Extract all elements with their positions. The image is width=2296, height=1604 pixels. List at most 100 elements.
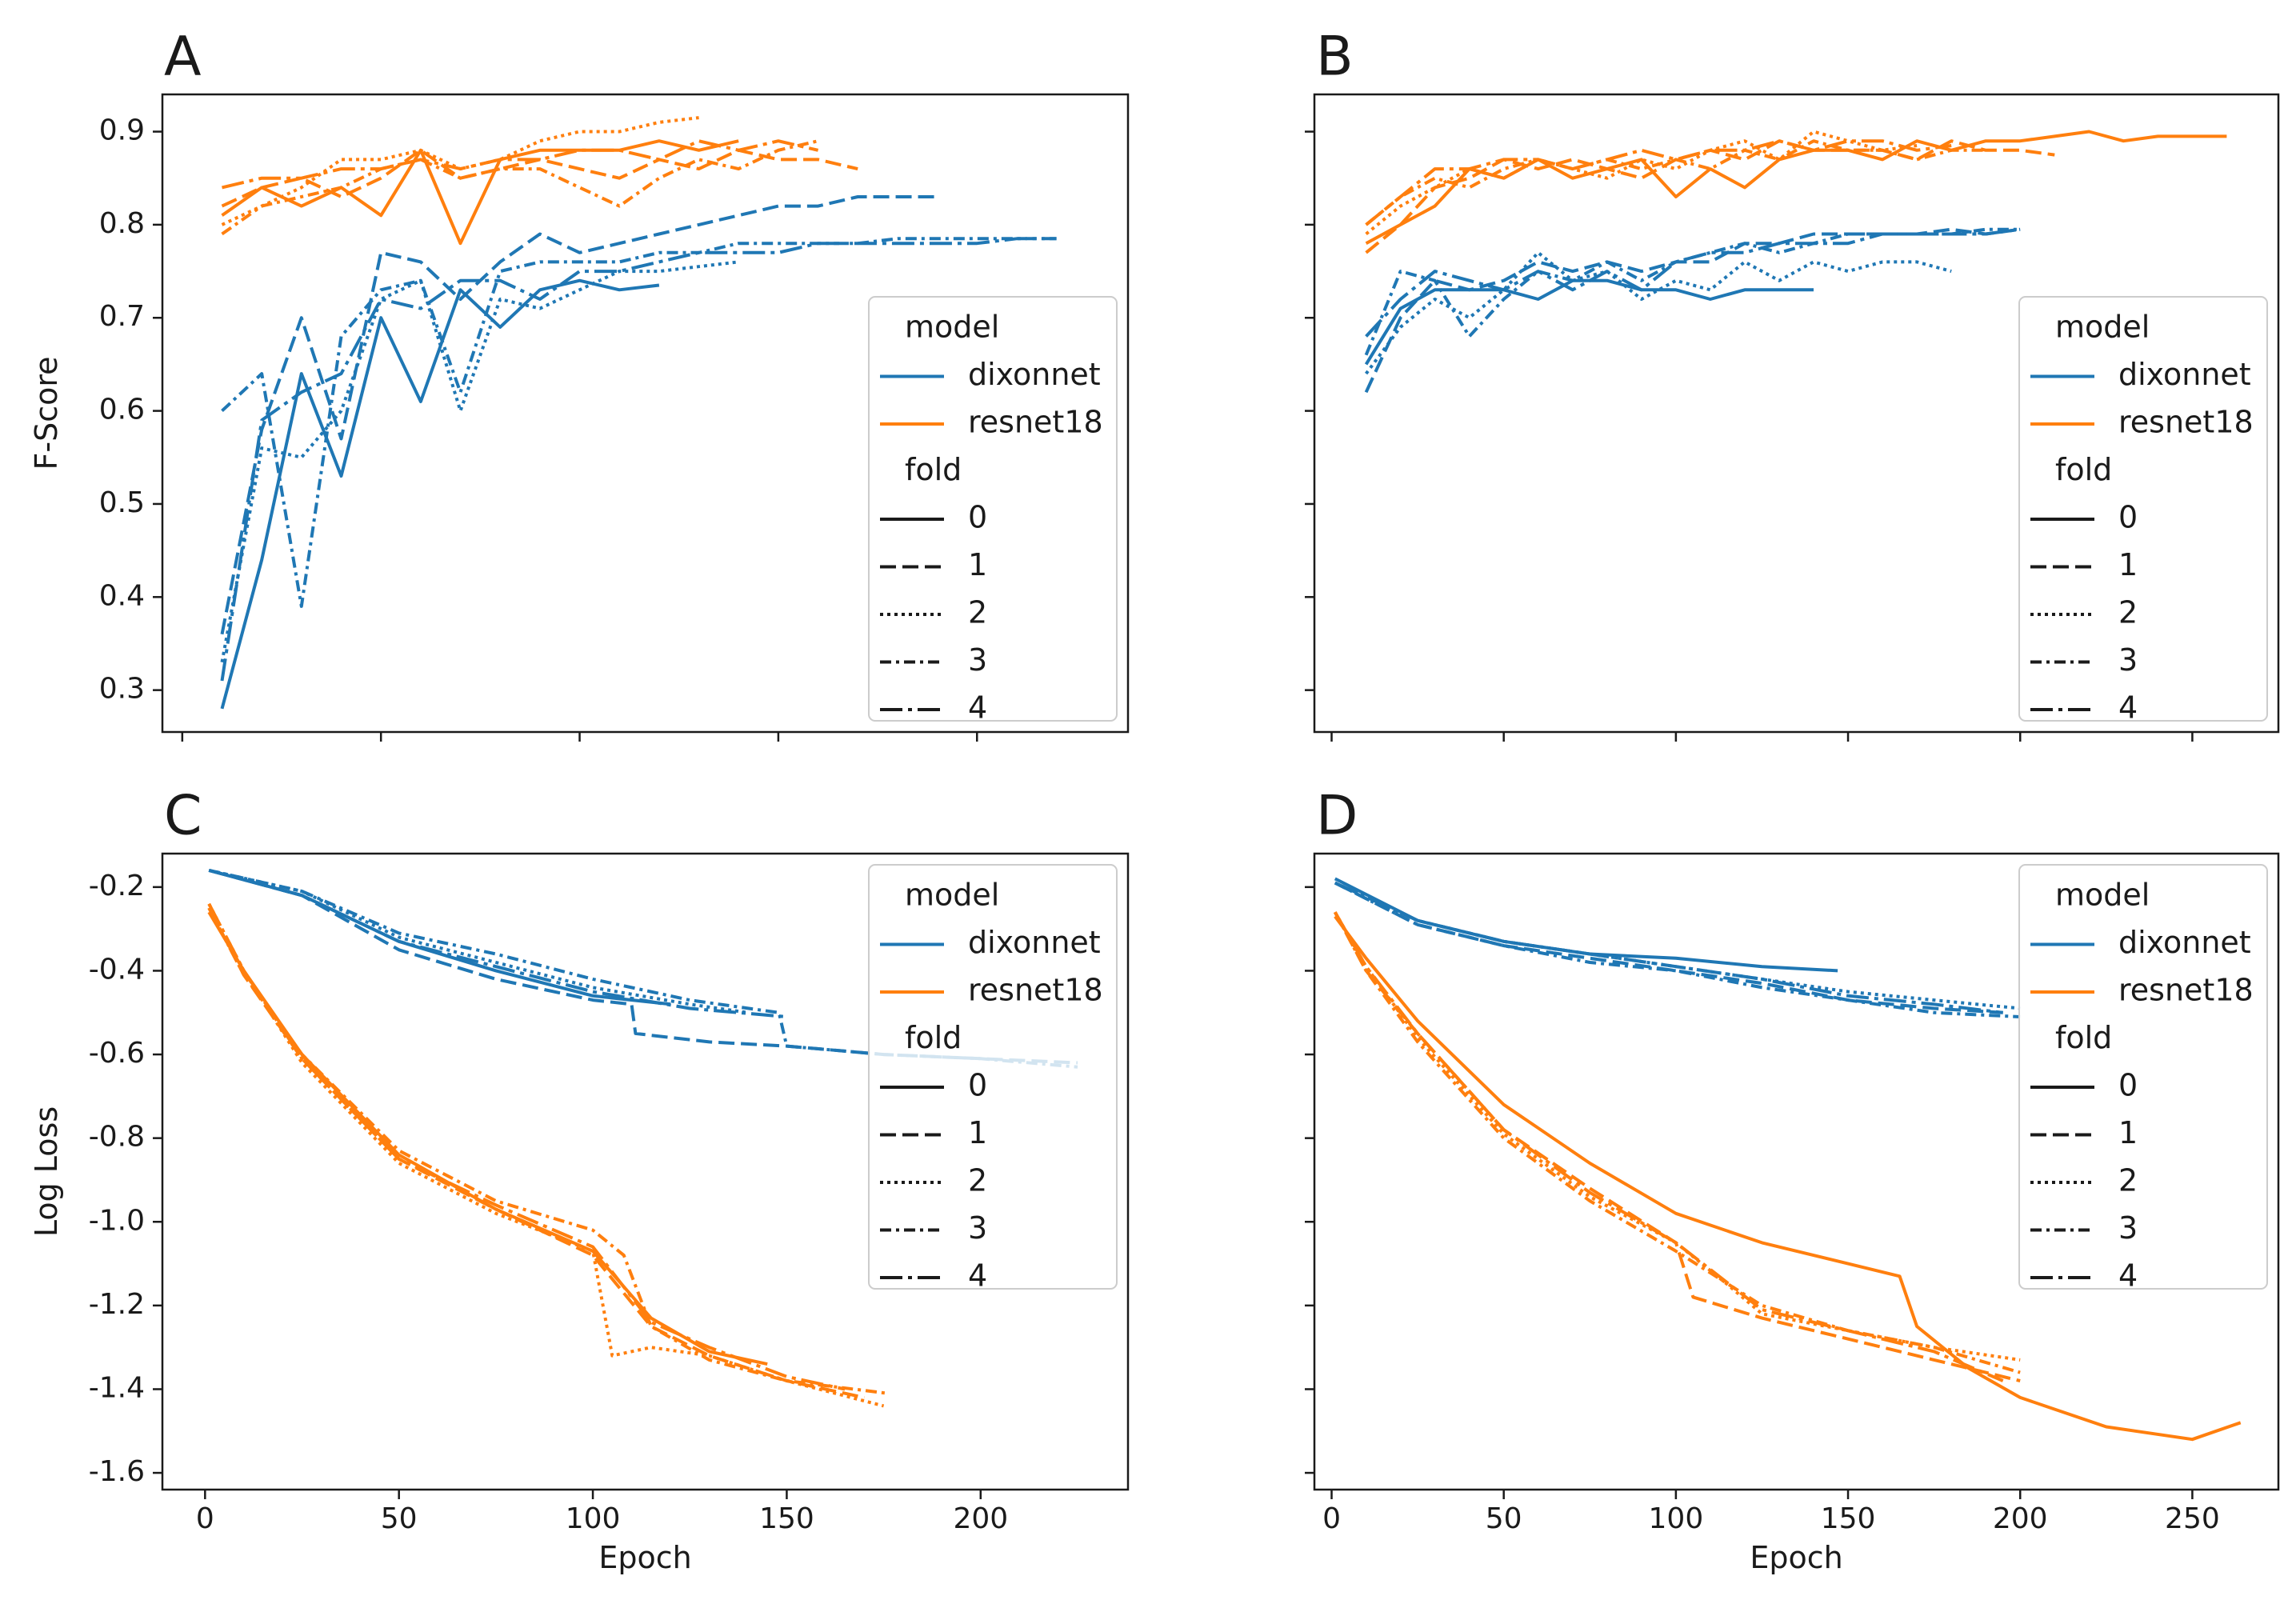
series-line-resnet18-fold-0 — [221, 139, 739, 246]
y-tick-label: 0.3 — [99, 673, 145, 706]
series-line-resnet18-fold-0 — [1365, 130, 2227, 245]
legend-label-resnet18: resnet18 — [968, 973, 1103, 1008]
x-axis-label: Epoch — [1750, 1540, 1842, 1575]
plot-frame — [161, 852, 1130, 1491]
legend-title-fold: fold — [2055, 452, 2112, 487]
series-line-dixonnet-fold-0 — [1334, 877, 1838, 973]
y-axis-label: F-Score — [29, 357, 64, 470]
panel-letter: C — [164, 785, 202, 848]
legend-label-resnet18: resnet18 — [2118, 973, 2254, 1008]
series-group — [1334, 877, 2242, 1442]
legend-label-fold-1: 1 — [2118, 1115, 2138, 1150]
legend-label-fold-3: 3 — [968, 1210, 987, 1246]
series-line-resnet18-fold-1 — [1365, 139, 2055, 254]
panel-c: C 0 50 100 150 200 -1.6 -1.4 -1.2 -1.0 -0.8 -0.6 -0.… — [29, 785, 1130, 1575]
legend-title-model: model — [2055, 878, 2150, 913]
series-line-resnet18-fold-4 — [1365, 139, 1952, 226]
legend-label-fold-0: 0 — [2118, 500, 2138, 535]
plot-frame — [1313, 93, 2280, 734]
series-line-dixonnet-fold-3 — [221, 237, 1057, 608]
series-line-resnet18-fold-4 — [222, 139, 819, 190]
legend-label-fold-4: 4 — [2118, 690, 2138, 726]
x-tick-label: 50 — [381, 1502, 418, 1535]
series-line-resnet18-fold-4 — [207, 902, 846, 1391]
series-line-resnet18-fold-2 — [1365, 130, 1918, 236]
x-tick-label: 0 — [1322, 1502, 1341, 1535]
x-tick-label: 150 — [1821, 1502, 1876, 1535]
x-tick-label: 200 — [1993, 1502, 2048, 1535]
y-tick-label: 0.4 — [99, 579, 145, 612]
series-group — [220, 116, 1057, 710]
legend-label-dixonnet: dixonnet — [968, 925, 1101, 960]
legend-label-fold-2: 2 — [968, 595, 987, 630]
legend-label-dixonnet: dixonnet — [2118, 925, 2251, 960]
panel-a: A 0.3 0.4 0.5 0.6 0.7 0.8 0.9 F-Score model dixonn… — [29, 26, 1130, 742]
legend-label-fold-2: 2 — [2118, 595, 2138, 630]
series-line-dixonnet-fold-3 — [1334, 881, 2021, 1018]
legend-label-resnet18: resnet18 — [2118, 405, 2254, 440]
y-tick-label: -0.2 — [89, 870, 145, 902]
y-tick-label: 0.6 — [99, 394, 145, 426]
legend-label-fold-4: 4 — [968, 1258, 987, 1294]
y-tick-label: 0.7 — [99, 300, 145, 333]
x-tick-label: 150 — [759, 1502, 814, 1535]
y-axis-label: Log Loss — [29, 1106, 64, 1237]
x-tick-label: 100 — [1649, 1502, 1704, 1535]
series-line-resnet18-fold-1 — [221, 148, 858, 208]
series-line-resnet18-fold-2 — [1334, 911, 2021, 1362]
series-line-dixonnet-fold-2 — [208, 868, 749, 1014]
series-line-resnet18-fold-3 — [207, 907, 888, 1395]
legend-label-fold-3: 3 — [2118, 1210, 2138, 1246]
series-line-dixonnet-fold-4 — [208, 868, 787, 1018]
legend-label-dixonnet: dixonnet — [968, 357, 1101, 392]
legend-title-fold: fold — [2055, 1020, 2112, 1055]
y-tick-label: 0.8 — [99, 207, 145, 240]
series-line-dixonnet-fold-1 — [220, 195, 938, 635]
x-tick-label: 50 — [1486, 1502, 1522, 1535]
series-line-resnet18-fold-3 — [1334, 911, 2021, 1374]
legend-title-fold: fold — [905, 452, 962, 487]
series-line-dixonnet-fold-1 — [1364, 227, 2021, 394]
legend-label-fold-0: 0 — [968, 1068, 987, 1103]
x-tick-label: 100 — [566, 1502, 621, 1535]
legend-title-fold: fold — [905, 1020, 962, 1055]
legend-title-model: model — [905, 310, 999, 345]
plot-frame — [161, 93, 1130, 734]
series-line-dixonnet-fold-4 — [1334, 881, 2003, 1014]
y-tick-label: -1.6 — [89, 1455, 145, 1488]
y-tick-label: -1.0 — [89, 1204, 145, 1237]
series-line-dixonnet-fold-2 — [1334, 881, 2021, 1010]
series-line-resnet18-fold-4 — [1334, 911, 2004, 1382]
series-line-dixonnet-fold-1 — [1334, 881, 2003, 1014]
x-tick-label: 0 — [196, 1502, 214, 1535]
legend-label-fold-1: 1 — [968, 547, 987, 582]
plot-frame — [1313, 852, 2280, 1491]
panel-letter: A — [164, 26, 202, 89]
x-axis-label: Epoch — [598, 1540, 691, 1575]
legend-label-fold-3: 3 — [968, 642, 987, 678]
series-line-dixonnet-fold-3 — [1364, 227, 2021, 356]
legend-label-fold-2: 2 — [2118, 1163, 2138, 1198]
series-line-dixonnet-fold-2 — [1364, 250, 1952, 375]
y-tick-label: 0.9 — [99, 114, 145, 147]
panel-letter: B — [1316, 26, 1354, 89]
legend-label-fold-0: 0 — [2118, 1068, 2138, 1103]
y-tick-label: 0.5 — [99, 486, 145, 519]
series-line-dixonnet-fold-4 — [220, 237, 1057, 682]
legend-label-fold-3: 3 — [2118, 642, 2138, 678]
series-line-dixonnet-fold-0 — [1364, 278, 1814, 366]
legend-title-model: model — [905, 878, 999, 913]
legend-label-dixonnet: dixonnet — [2118, 357, 2251, 392]
series-line-dixonnet-fold-4 — [1365, 227, 2021, 338]
legend-label-fold-4: 4 — [968, 690, 987, 726]
legend-label-fold-4: 4 — [2118, 1258, 2138, 1294]
series-line-resnet18-fold-1 — [1334, 911, 2021, 1382]
legend-label-fold-2: 2 — [968, 1163, 987, 1198]
panel-letter: D — [1316, 785, 1358, 848]
series-line-resnet18-fold-0 — [1334, 915, 2242, 1442]
